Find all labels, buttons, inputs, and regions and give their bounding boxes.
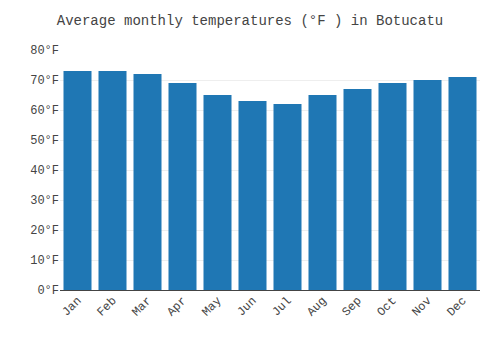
svg-text:40°F: 40°F xyxy=(30,164,59,178)
svg-text:Mar: Mar xyxy=(129,294,154,319)
svg-text:May: May xyxy=(199,294,224,319)
svg-text:Oct: Oct xyxy=(374,294,399,319)
svg-text:Dec: Dec xyxy=(444,294,469,319)
svg-text:Sep: Sep xyxy=(339,294,364,319)
svg-text:Aug: Aug xyxy=(304,294,329,319)
svg-text:0°F: 0°F xyxy=(37,284,59,298)
svg-text:80°F: 80°F xyxy=(30,44,59,58)
svg-text:30°F: 30°F xyxy=(30,194,59,208)
svg-text:70°F: 70°F xyxy=(30,74,59,88)
svg-text:Average monthly temperatures (: Average monthly temperatures (°F ) in Bo… xyxy=(57,13,443,29)
svg-text:50°F: 50°F xyxy=(30,134,59,148)
svg-text:Jun: Jun xyxy=(234,294,259,319)
svg-text:Jul: Jul xyxy=(269,294,294,319)
svg-text:10°F: 10°F xyxy=(30,254,59,268)
svg-text:Feb: Feb xyxy=(94,294,119,319)
svg-text:20°F: 20°F xyxy=(30,224,59,238)
svg-text:Apr: Apr xyxy=(164,294,189,319)
svg-text:Jan: Jan xyxy=(59,294,84,319)
svg-text:Nov: Nov xyxy=(409,294,434,319)
svg-text:60°F: 60°F xyxy=(30,104,59,118)
